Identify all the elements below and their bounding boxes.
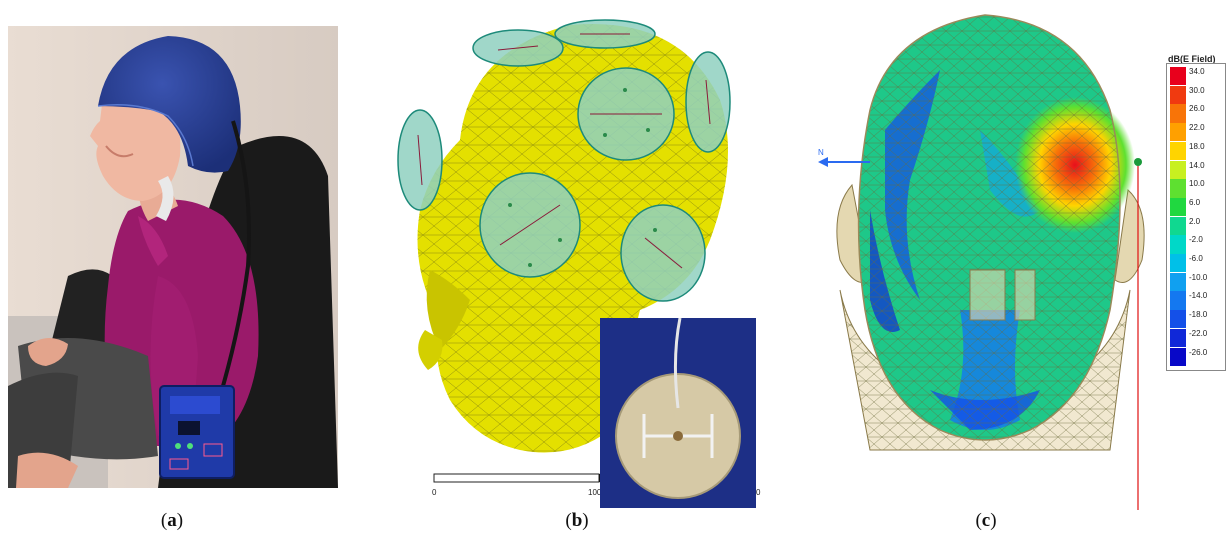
legend-swatch: [1170, 291, 1186, 310]
legend-tick-label: 18.0: [1189, 141, 1205, 151]
legend-tick-label: 10.0: [1189, 179, 1205, 189]
scale-bar-label-end: 0: [756, 488, 761, 497]
axis-label-n: N: [818, 148, 824, 157]
legend-tick-label: -14.0: [1189, 291, 1208, 301]
legend-swatch: [1170, 272, 1186, 292]
efield-panel-c: N: [810, 10, 1160, 510]
caption-c-open: (: [975, 510, 982, 531]
caption-b-close: ): [582, 510, 589, 531]
legend-tick-label: -10.0: [1189, 272, 1208, 282]
legend-swatch: [1170, 67, 1186, 86]
caption-a-open: (: [160, 510, 168, 531]
legend-tick-label: -6.0: [1189, 254, 1203, 263]
caption-c: (c): [956, 510, 1016, 532]
scale-bar-label-0: 0: [432, 488, 437, 497]
legend-swatch: [1170, 179, 1186, 198]
legend-swatch: [1170, 197, 1186, 217]
legend-tick-label: -22.0: [1189, 328, 1208, 338]
legend-tick-label: 22.0: [1189, 123, 1205, 133]
legend-swatch: [1170, 216, 1186, 235]
legend-tick-label: 26.0: [1189, 104, 1205, 114]
legend-swatch: [1170, 160, 1186, 179]
caption-a-letter: a: [167, 510, 177, 531]
caption-a: (a): [142, 510, 202, 532]
colorbar-legend: 34.0 30.0 26.0 22.0 18.0 14.0 10.0 6.0 2.0 -2.0 -6…: [1166, 63, 1226, 371]
legend-swatch: [1170, 141, 1186, 161]
legend-swatch: [1170, 347, 1186, 366]
efield-heatmap: [818, 14, 1145, 510]
legend-tick-label: 2.0: [1189, 216, 1201, 226]
legend-swatch: [1170, 310, 1186, 329]
legend-tick-label: -18.0: [1189, 310, 1208, 320]
legend-tick-label: -26.0: [1189, 347, 1208, 357]
legend-tick-label: -2.0: [1189, 235, 1203, 245]
legend-swatch: [1170, 328, 1186, 348]
caption-a-close: ): [176, 510, 184, 531]
head-model-panel-b: 0 100 0: [390, 10, 770, 508]
legend-swatch: [1170, 235, 1186, 254]
legend-tick-label: 30.0: [1189, 85, 1205, 95]
legend-title: dB(E Field): [1168, 54, 1216, 64]
caption-b: (b): [547, 510, 607, 532]
legend-tick-label: 34.0: [1189, 67, 1205, 76]
legend-tick-label: 6.0: [1189, 197, 1201, 207]
legend-tick-label: 14.0: [1189, 160, 1205, 170]
legend-swatch: [1170, 85, 1186, 105]
caption-b-open: (: [565, 510, 572, 531]
head-mesh-model: [397, 19, 731, 483]
scale-bar-label-100: 100: [588, 488, 602, 497]
photo-panel-a: [8, 26, 338, 488]
legend-swatch: [1170, 123, 1186, 142]
caption-c-letter: c: [981, 510, 991, 531]
legend-swatch: [1170, 254, 1186, 273]
caption-c-close: ): [990, 510, 997, 531]
wearable-photo: [8, 26, 338, 488]
antenna-inset-photo: [600, 317, 756, 508]
caption-b-letter: b: [571, 510, 583, 531]
legend-swatch: [1170, 104, 1186, 123]
